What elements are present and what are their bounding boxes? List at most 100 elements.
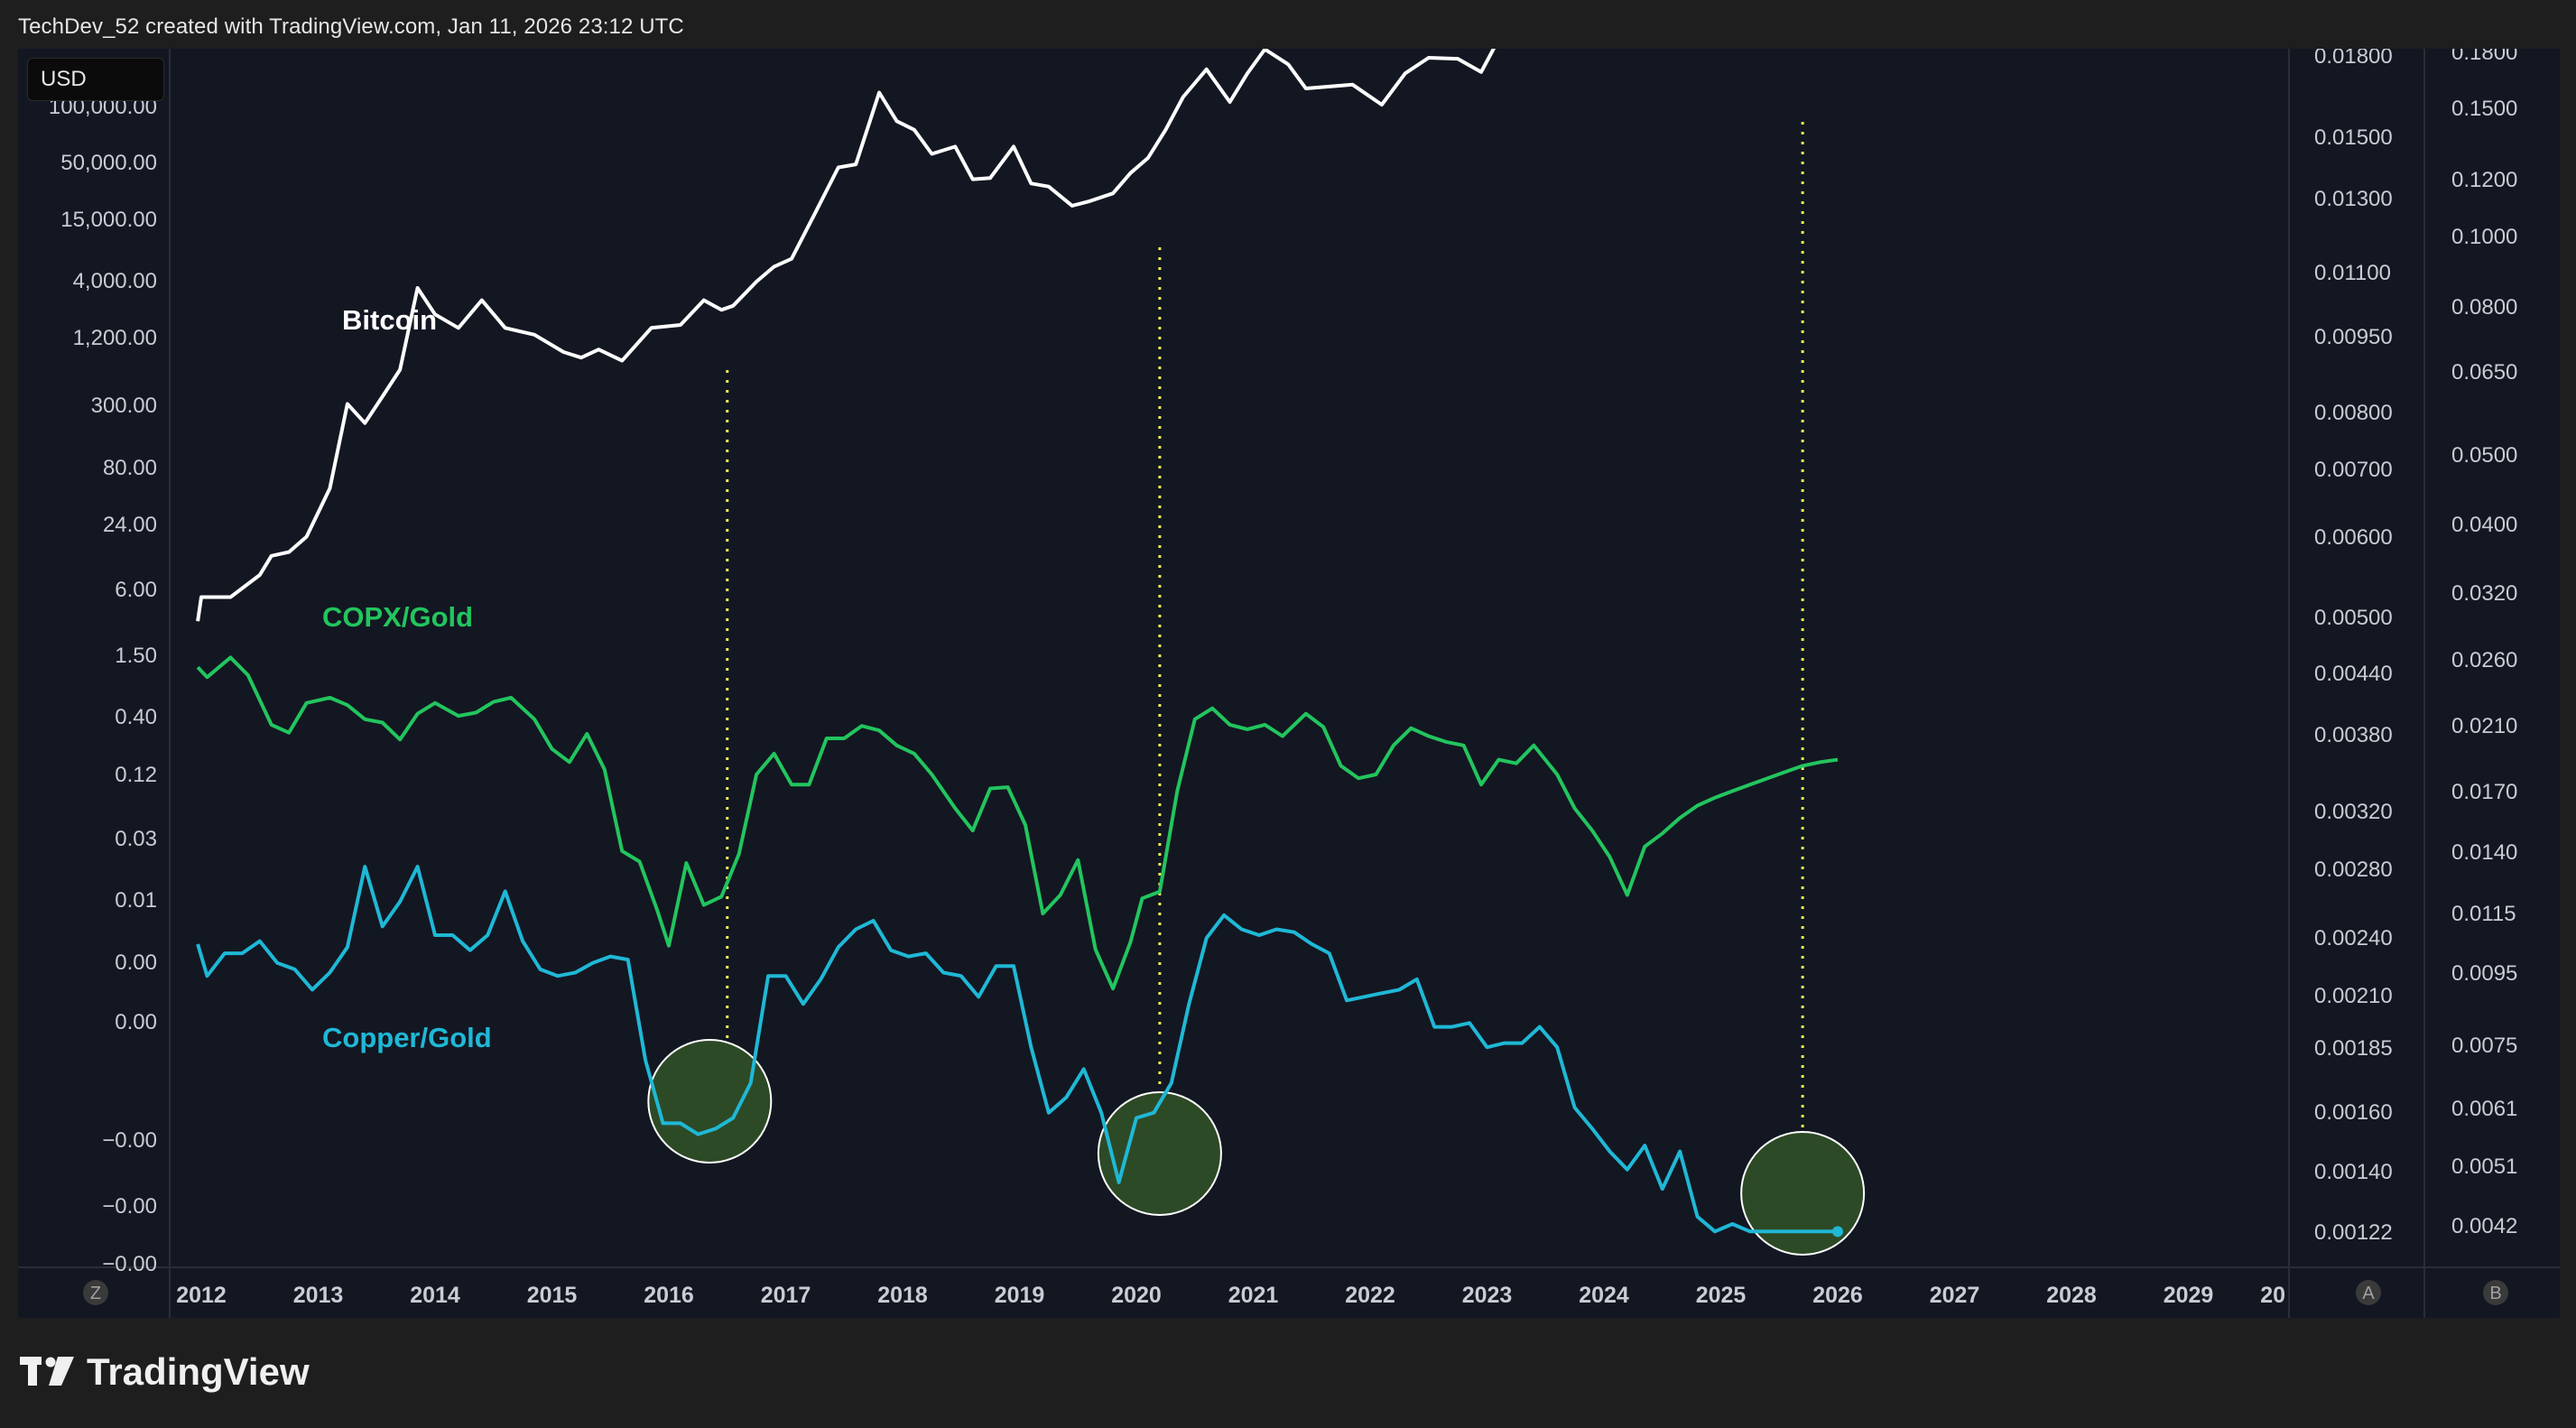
highlight-circle <box>1740 1131 1866 1256</box>
bitcoin-line <box>196 49 1496 622</box>
left-price-axis[interactable]: 100,000.0050,000.0015,000.004,000.001,20… <box>49 95 157 1276</box>
left-axis-tick-label: 80.00 <box>103 456 157 480</box>
right-axis-a-tick-label: 0.01300 <box>2314 187 2393 211</box>
bitcoin-series-label: Bitcoin <box>342 304 437 336</box>
time-axis-tick-label: 2029 <box>2164 1283 2214 1308</box>
right-axis-b-tick-label: 0.1200 <box>2451 168 2517 192</box>
scale-button-b-label: B <box>2489 1284 2501 1303</box>
tradingview-logo: TradingView <box>20 1350 310 1394</box>
right-axis-a-tick-label: 0.00185 <box>2314 1036 2393 1061</box>
right-axis-a-tick-label: 0.00280 <box>2314 858 2393 882</box>
right-axis-b-tick-label: 0.0042 <box>2451 1214 2517 1238</box>
copper-gold-series-label: Copper/Gold <box>322 1022 492 1053</box>
right-axis-b-tick-label: 0.0051 <box>2451 1154 2517 1179</box>
left-axis-tick-label: 0.12 <box>115 763 157 787</box>
right-axis-b-tick-label: 0.0800 <box>2451 295 2517 320</box>
right-axis-a-tick-label: 0.00700 <box>2314 458 2393 482</box>
left-axis-tick-label: 1.50 <box>115 644 157 668</box>
right-axis-b-tick-label: 0.1500 <box>2451 97 2517 121</box>
time-axis-tick-label: 2013 <box>293 1283 344 1308</box>
right-axis-a-tick-label: 0.00380 <box>2314 723 2393 747</box>
left-axis-tick-label: 0.01 <box>115 888 157 913</box>
right-axis-b-tick-label: 0.0115 <box>2451 902 2516 926</box>
left-axis-tick-label: 6.00 <box>115 578 157 602</box>
series-layer <box>196 49 1843 1238</box>
scale-button-z[interactable]: Z <box>83 1280 108 1305</box>
copper-gold-line <box>196 865 1838 1234</box>
copper-gold-last-point <box>1832 1226 1843 1238</box>
right-axis-a-tick-label: 0.01500 <box>2314 125 2393 150</box>
plot-area[interactable] <box>170 49 2289 1267</box>
tradingview-logo-text: TradingView <box>87 1350 310 1393</box>
left-axis-tick-label: 4,000.00 <box>73 269 157 293</box>
right-axis-b-tick-label: 0.0210 <box>2451 714 2517 738</box>
copx-gold-line <box>196 655 1839 991</box>
left-axis-tick-label: 0.00 <box>115 1010 157 1034</box>
left-axis-tick-label: 300.00 <box>91 394 157 418</box>
time-axis-tick-label: 2020 <box>1111 1283 1162 1308</box>
left-axis-tick-label: 1,200.00 <box>73 326 157 350</box>
right-axis-a-tick-label: 0.01800 <box>2314 49 2393 69</box>
right-axis-b-tick-label: 0.0140 <box>2451 840 2517 865</box>
left-axis-tick-label: 0.40 <box>115 705 157 729</box>
highlight-circle <box>1097 1091 1222 1216</box>
right-axis-b-tick-label: 0.0320 <box>2451 581 2517 606</box>
annotations-layer <box>647 122 1866 1256</box>
time-axis-tick-label: 2025 <box>1696 1283 1747 1308</box>
time-axis-tick-label: 2018 <box>877 1283 928 1308</box>
right-axis-a-tick-label: 0.00320 <box>2314 800 2393 824</box>
right-axis-b-tick-label: 0.1800 <box>2451 49 2517 65</box>
chart-canvas[interactable]: 100,000.0050,000.0015,000.004,000.001,20… <box>18 49 2560 1318</box>
right-axis-a-tick-label: 0.00122 <box>2314 1220 2393 1245</box>
tradingview-logo-icon <box>20 1357 74 1386</box>
time-axis-tick-label: 2024 <box>1579 1283 1629 1308</box>
time-axis-tick-label: 2021 <box>1228 1283 1279 1308</box>
series-labels-layer: Bitcoin COPX/Gold Copper/Gold <box>322 304 492 1053</box>
right-axis-a-tick-label: 0.00950 <box>2314 325 2393 349</box>
right-axis-b-tick-label: 0.0170 <box>2451 780 2517 804</box>
left-axis-tick-label: 50,000.00 <box>60 151 157 175</box>
time-axis-tick-label: 2019 <box>995 1283 1045 1308</box>
left-axis-tick-label: 0.00 <box>115 950 157 975</box>
time-axis[interactable]: 2012 2013 2014 2015 2016 2017 2018 2019 2020 2021… <box>176 1283 2285 1308</box>
time-axis-tick-label: 2028 <box>2046 1283 2097 1308</box>
left-axis-tick-label: −0.00 <box>102 1252 157 1276</box>
scale-button-a[interactable]: A <box>2356 1280 2381 1305</box>
right-axis-a-tick-label: 0.00210 <box>2314 984 2393 1008</box>
time-axis-tick-label: 2023 <box>1462 1283 1513 1308</box>
currency-label: USD <box>41 67 87 91</box>
left-axis-tick-label: −0.00 <box>102 1128 157 1153</box>
time-axis-tick-label: 2016 <box>644 1283 694 1308</box>
currency-selector[interactable]: USD <box>27 58 164 101</box>
time-axis-tick-label: 2027 <box>1930 1283 1980 1308</box>
left-axis-tick-label: 0.03 <box>115 827 157 851</box>
right-axis-b-tick-label: 0.0061 <box>2451 1097 2517 1121</box>
right-price-axis-a[interactable]: 0.01800 0.01500 0.01300 0.01100 0.00950 0.008… <box>2314 49 2393 1245</box>
right-axis-b-tick-label: 0.0400 <box>2451 513 2517 537</box>
left-axis-tick-label: 15,000.00 <box>60 208 157 232</box>
chart-credit-line: TechDev_52 created with TradingView.com,… <box>18 14 684 39</box>
right-axis-a-tick-label: 0.00440 <box>2314 662 2393 686</box>
right-axis-a-tick-label: 0.00600 <box>2314 525 2393 550</box>
right-axis-a-tick-label: 0.01100 <box>2314 261 2391 285</box>
right-axis-b-tick-label: 0.0095 <box>2451 961 2517 986</box>
time-axis-tick-label: 2022 <box>1345 1283 1395 1308</box>
left-axis-tick-label: 24.00 <box>103 513 157 537</box>
right-axis-a-tick-label: 0.00500 <box>2314 606 2393 630</box>
right-axis-a-tick-label: 0.00800 <box>2314 401 2393 425</box>
scale-button-a-label: A <box>2362 1284 2375 1303</box>
left-axis-tick-label: −0.00 <box>102 1194 157 1219</box>
time-axis-tick-label: 2015 <box>527 1283 578 1308</box>
right-axis-b-tick-label: 0.0650 <box>2451 360 2517 385</box>
right-axis-a-tick-label: 0.00240 <box>2314 926 2393 950</box>
right-axis-a-tick-label: 0.00140 <box>2314 1160 2393 1184</box>
time-axis-tick-label: 2014 <box>410 1283 460 1308</box>
right-axis-a-tick-label: 0.00160 <box>2314 1100 2393 1125</box>
time-axis-tick-label: 20 <box>2260 1283 2285 1308</box>
copx-gold-series-label: COPX/Gold <box>322 601 473 633</box>
right-axis-b-tick-label: 0.0500 <box>2451 443 2517 468</box>
scale-button-b[interactable]: B <box>2483 1280 2508 1305</box>
right-price-axis-b[interactable]: 0.1800 0.1500 0.1200 0.1000 0.0800 0.0650 0.05… <box>2451 49 2517 1238</box>
right-axis-b-tick-label: 0.0075 <box>2451 1034 2517 1058</box>
highlight-circle <box>647 1039 773 1164</box>
